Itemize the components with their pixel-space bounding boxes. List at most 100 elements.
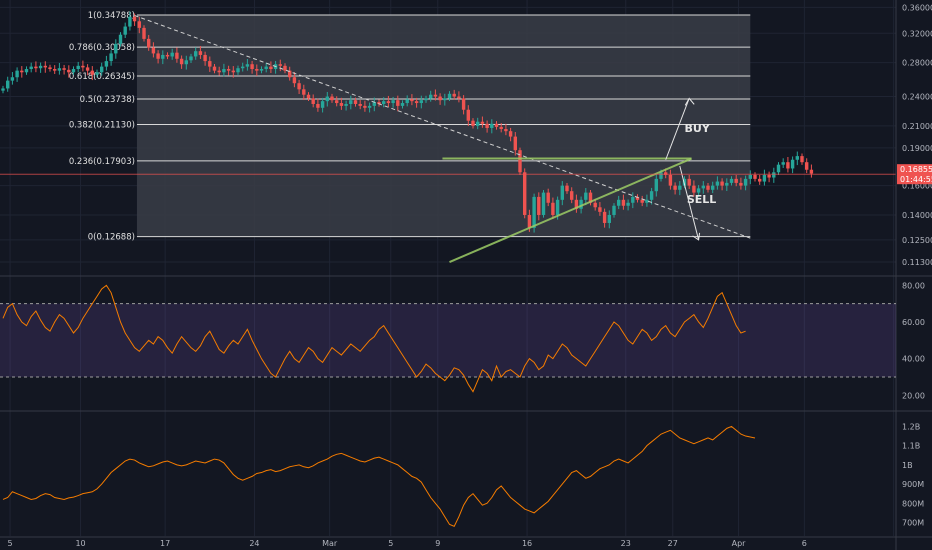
candle-body-154 [725, 182, 729, 186]
candle-body-141 [664, 172, 668, 175]
candles-group [1, 11, 814, 233]
candle-body-171 [805, 162, 809, 170]
price-badge-value: 0.16855 [900, 165, 932, 174]
time-axis-tick-4: Mar [322, 539, 338, 548]
candle-body-156 [734, 178, 738, 183]
price-axis-tick-8: 0.12500 [902, 236, 932, 245]
candle-body-112 [527, 214, 532, 228]
price-axis-tick-0: 0.36000 [902, 3, 932, 12]
candle-body-59 [278, 64, 282, 66]
time-axis-tick-7: 16 [522, 539, 532, 548]
candle-body-44 [208, 61, 212, 67]
candle-body-146 [687, 178, 691, 186]
candle-body-120 [565, 185, 569, 192]
candle-body-30 [142, 27, 146, 39]
candle-body-118 [555, 199, 560, 215]
candle-body-65 [306, 94, 311, 99]
candle-body-116 [546, 192, 550, 203]
candle-body-14 [67, 69, 71, 73]
candle-body-47 [222, 69, 226, 73]
candle-body-152 [715, 181, 720, 186]
time-axis-tick-5: 5 [388, 539, 393, 548]
candle-body-62 [292, 77, 297, 84]
rsi-axis-tick-0: 80.00 [902, 281, 925, 290]
candle-body-50 [236, 68, 240, 73]
candle-body-27 [128, 16, 132, 27]
candle-body-43 [203, 54, 207, 62]
candle-body-113 [532, 196, 536, 228]
candle-body-46 [217, 70, 221, 73]
candle-body-129 [607, 214, 611, 223]
candle-body-28 [132, 16, 137, 22]
candle-body-134 [631, 196, 635, 203]
volume-series-line [2, 425, 756, 527]
candle-body-147 [692, 185, 696, 193]
candle-body-110 [518, 150, 522, 173]
candle-body-86 [405, 99, 409, 104]
volume-axis-tick-1: 1.1B [902, 442, 920, 451]
candle-body-79 [372, 102, 376, 106]
candle-body-93 [438, 96, 442, 101]
candle-body-153 [720, 181, 724, 186]
candle-body-51 [241, 66, 245, 69]
candle-body-45 [212, 66, 217, 71]
candle-body-9 [43, 65, 47, 68]
candle-body-2 [10, 77, 15, 81]
sell-arrow-line [679, 165, 700, 240]
candle-body-160 [753, 174, 757, 179]
time-axis-tick-6: 9 [435, 539, 440, 548]
candle-body-49 [231, 70, 235, 73]
candle-body-119 [560, 185, 564, 200]
candle-body-163 [767, 174, 771, 178]
candle-body-167 [786, 162, 790, 169]
rsi-axis-tick-3: 20.00 [902, 391, 925, 400]
candle-body-17 [81, 65, 85, 68]
candle-body-73 [344, 103, 348, 106]
rsi-axis-tick-1: 60.00 [902, 318, 925, 327]
candle-body-103 [485, 123, 489, 128]
candle-body-117 [551, 202, 555, 215]
candle-body-16 [76, 65, 80, 70]
candle-body-96 [452, 93, 456, 97]
candle-body-70 [330, 96, 334, 101]
buy-arrow-line [665, 98, 690, 160]
candle-body-64 [302, 89, 306, 95]
candle-body-138 [649, 191, 654, 200]
candle-body-131 [617, 199, 621, 206]
candle-body-6 [29, 66, 33, 70]
candle-body-85 [400, 103, 405, 106]
candle-body-67 [316, 103, 320, 108]
candle-body-48 [226, 69, 231, 71]
candle-body-106 [499, 126, 503, 130]
candle-body-155 [729, 178, 734, 183]
candle-body-87 [410, 99, 414, 102]
price-badge-bg [897, 164, 932, 185]
price-badge-countdown: 01:44:55 [900, 175, 932, 184]
candle-body-69 [325, 96, 329, 102]
candle-body-150 [706, 185, 710, 190]
volume-axis-tick-0: 1.2B [902, 422, 920, 431]
candle-body-0 [1, 88, 5, 91]
candle-body-157 [739, 182, 743, 186]
ascending-support-line [449, 157, 692, 263]
candle-body-40 [189, 56, 193, 61]
candle-body-32 [151, 47, 156, 54]
candle-body-126 [593, 202, 597, 208]
candle-body-125 [588, 192, 593, 203]
candle-body-57 [269, 66, 273, 70]
candle-body-37 [175, 52, 179, 59]
candle-body-7 [34, 66, 38, 69]
candle-body-145 [682, 178, 687, 186]
time-axis-tick-10: Apr [732, 539, 747, 548]
candle-body-66 [311, 98, 315, 104]
candle-body-139 [654, 178, 658, 192]
candle-body-72 [339, 103, 344, 106]
candle-body-22 [104, 61, 109, 67]
fib-level-label-5: 0.236(0.17903) [69, 157, 135, 167]
candle-body-142 [668, 174, 673, 186]
candle-body-137 [645, 199, 649, 203]
candle-body-107 [504, 129, 508, 132]
volume-axis-tick-4: 800M [902, 499, 924, 508]
candle-body-8 [38, 65, 43, 69]
